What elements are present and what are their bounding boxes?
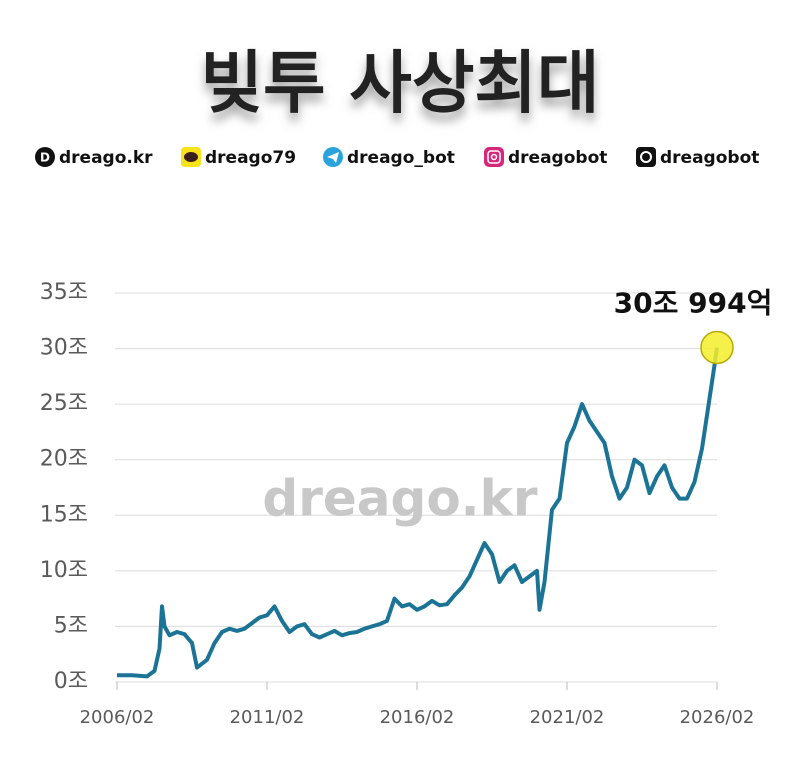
link-text: dreagobot (508, 148, 607, 168)
y-tick-label: 30조 (40, 336, 88, 361)
annotation: 30조 994억 (614, 286, 773, 319)
x-tick-label: 2026/02 (680, 707, 755, 728)
y-tick-label: 15조 (40, 502, 88, 527)
link-text: dreagobot (660, 148, 759, 168)
y-tick-label: 10조 (40, 558, 88, 583)
link-text: dreago.kr (59, 148, 153, 168)
x-tick-label: 2021/02 (530, 707, 605, 728)
page-title: 빚투 사상최대 (200, 45, 599, 124)
y-tick-label: 0조 (54, 669, 88, 694)
y-tick-label: 20조 (40, 447, 88, 472)
svg-text:D: D (40, 151, 50, 165)
link-text: dreago_bot (347, 148, 455, 168)
social-icons: D (35, 147, 656, 167)
y-tick-label: 5조 (54, 613, 88, 638)
x-tick-label: 2011/02 (230, 707, 305, 728)
x-tick-label: 2006/02 (80, 707, 155, 728)
link-text: dreago79 (205, 148, 296, 168)
y-tick-label: 25조 (40, 391, 88, 416)
y-tick-label: 35조 (40, 280, 88, 305)
data-line (117, 347, 719, 679)
highlight-point (700, 330, 734, 365)
x-tick-label: 2016/02 (380, 707, 455, 728)
watermark: dreago.kr (262, 470, 537, 528)
